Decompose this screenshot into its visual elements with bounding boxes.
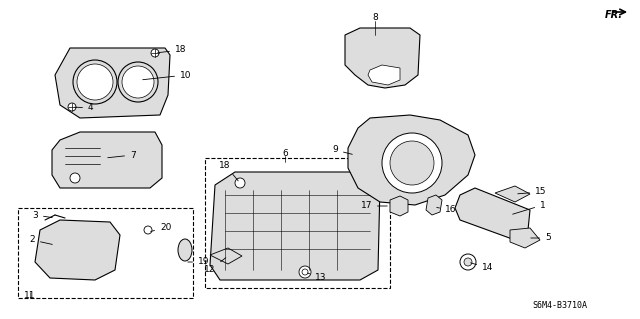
Polygon shape [390,196,408,216]
Circle shape [68,103,76,111]
Text: 20: 20 [150,224,172,233]
Text: 6: 6 [282,149,288,158]
Text: 18: 18 [157,46,186,55]
Polygon shape [210,172,380,280]
Circle shape [390,141,434,185]
Ellipse shape [178,239,192,261]
Polygon shape [510,228,540,248]
Circle shape [235,178,245,188]
Polygon shape [348,115,475,205]
Circle shape [460,254,476,270]
Text: 11: 11 [24,292,36,300]
Text: FR.: FR. [605,10,623,20]
Bar [205,158,390,288]
Text: 18: 18 [220,160,238,181]
Polygon shape [495,186,530,202]
Text: 16: 16 [436,205,456,214]
Text: 12: 12 [204,258,226,275]
Text: 10: 10 [143,70,191,80]
Text: S6M4-B3710A: S6M4-B3710A [532,300,588,309]
Polygon shape [55,48,170,118]
Circle shape [73,60,117,104]
Circle shape [144,226,152,234]
Circle shape [70,173,80,183]
Text: 15: 15 [518,188,547,197]
Circle shape [151,49,159,57]
Text: 8: 8 [372,13,378,23]
Text: 17: 17 [360,202,387,211]
Text: 7: 7 [108,151,136,160]
Circle shape [302,269,308,275]
Circle shape [122,66,154,98]
Text: 2: 2 [29,235,52,244]
Text: 3: 3 [32,211,52,219]
Polygon shape [345,28,420,88]
Circle shape [299,266,311,278]
Circle shape [464,258,472,266]
Polygon shape [210,248,242,264]
Polygon shape [368,65,400,85]
Text: 14: 14 [470,263,493,272]
Text: 5: 5 [531,234,551,242]
Text: 13: 13 [308,273,326,283]
Circle shape [118,62,158,102]
Text: 4: 4 [75,103,93,113]
Text: 1: 1 [513,201,546,214]
Circle shape [382,133,442,193]
Text: 19: 19 [188,257,209,266]
Circle shape [77,64,113,100]
Polygon shape [426,195,442,215]
Text: 9: 9 [332,145,352,154]
Polygon shape [455,188,530,240]
Bar [18,208,193,298]
Polygon shape [52,132,162,188]
Polygon shape [35,220,120,280]
